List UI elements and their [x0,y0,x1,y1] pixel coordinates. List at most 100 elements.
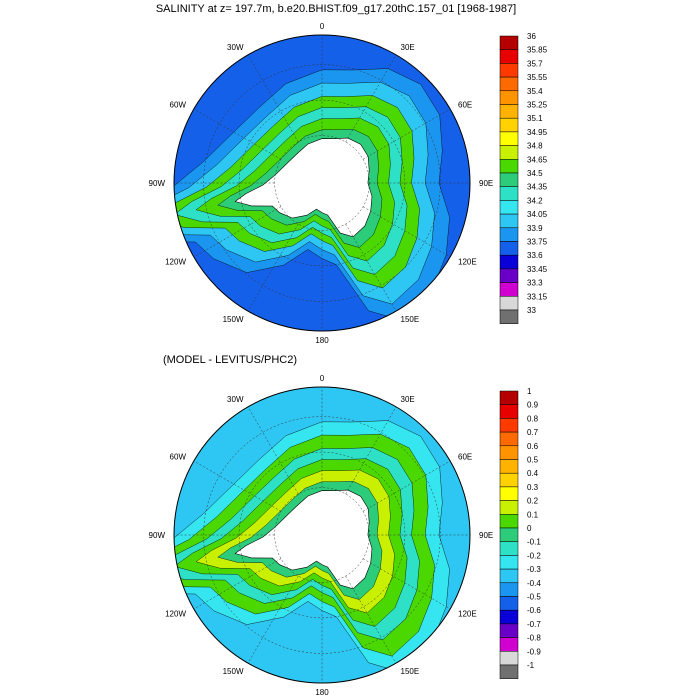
top-panel-title: SALINITY at z= 197.7m, b.e20.BHIST.f09_g… [156,3,516,15]
top-colorbar-swatch [499,159,519,174]
top-latitude-circle [238,99,406,267]
bottom-meridian [247,575,299,664]
bottom-meridian [362,558,451,610]
top-label-30e: 30E [401,43,415,52]
top-colorbar-label: 35.4 [527,87,543,96]
top-meridian [345,54,397,143]
bottom-colorbar-swatch [499,418,519,433]
bottom-antarctica-land [234,489,373,590]
bottom-colorbar-swatch [499,555,519,570]
top-colorbar-swatch [499,254,519,270]
bottom-label-150e: 150E [401,667,420,676]
top-meridian [362,108,451,160]
top-colorbar-swatch [499,76,519,92]
bottom-colorbar-swatch [499,609,519,625]
bottom-colorbar-label: -0.2 [527,551,541,560]
top-label-180: 180 [315,336,329,345]
top-colorbar-swatch [499,282,519,297]
bottom-colorbar-swatch [499,651,519,666]
bottom-colorbar-swatch [499,623,519,638]
bottom-meridian [247,406,299,495]
top-colorbar-label: 33.75 [527,238,548,247]
bottom-label-30e: 30E [401,395,415,404]
bottom-colorbar-label: 0.9 [527,401,539,410]
bottom-meridian [193,558,282,610]
bottom-label-150w: 150W [223,667,244,676]
bottom-colorbar-label: 1 [527,387,532,396]
top-colorbar-swatch [499,117,519,133]
bottom-colorbar-label: 0.3 [527,483,539,492]
top-colorbar-swatch [499,268,519,283]
top-colorbar-label: 35.85 [527,46,548,55]
bottom-meridian [345,406,397,495]
top-colorbar-label: 34.8 [527,142,543,151]
top-meridian [193,108,282,160]
bottom-colorbar-swatch [499,527,519,542]
top-colorbar-label: 35.7 [527,59,543,68]
top-colorbar-label: 34.35 [527,183,548,192]
top-label-60w: 60W [170,101,187,110]
top-colorbar-label: 33.45 [527,265,548,274]
bottom-colorbar-swatch [499,500,519,515]
bottom-label-30w: 30W [227,395,244,404]
top-colorbar-label: 33.3 [527,279,543,288]
bottom-colorbar-label: 0.6 [527,442,539,451]
top-colorbar-swatch [499,200,519,215]
top-colorbar-label: 33.9 [527,224,543,233]
top-label-30w: 30W [227,43,244,52]
bottom-label-90w: 90W [149,531,166,540]
bottom-colorbar-swatch [499,431,519,447]
top-latitude-circle [203,64,441,302]
bottom-colorbar-label: 0.5 [527,456,539,465]
top-label-60e: 60E [458,101,472,110]
bottom-meridian [362,460,451,512]
bottom-latitude-circle [203,416,441,654]
bottom-colorbar-label: -0.1 [527,538,541,547]
bottom-colorbar-label: 0.7 [527,428,539,437]
top-label-90w: 90W [149,179,166,188]
top-map-border [173,34,471,332]
bottom-label-90e: 90E [479,531,493,540]
bottom-colorbar-label: 0.1 [527,510,539,519]
top-colorbar-swatch [499,131,519,146]
bottom-label-0: 0 [320,374,325,383]
bottom-colorbar-label: -0.7 [527,620,541,629]
bottom-colorbar-swatch [499,404,519,419]
bottom-colorbar-swatch [499,568,519,584]
top-colorbar-swatch [499,63,519,78]
bottom-colorbar-label: -0.5 [527,593,541,602]
bottom-colorbar-label: -0.6 [527,606,541,615]
bottom-colorbar-swatch [499,514,519,529]
bottom-meridian [345,575,397,664]
bottom-colorbar-label: 0.4 [527,469,539,478]
top-colorbar-swatch [499,172,519,187]
top-colorbar-swatch [499,186,519,201]
bottom-colorbar-label: 0 [527,524,532,533]
top-meridian [193,206,282,258]
top-colorbar-label: 34.5 [527,169,543,178]
top-latitude-circle [274,135,370,231]
bottom-label-120w: 120W [165,610,186,619]
bottom-colorbar-label: 0.8 [527,414,539,423]
top-meridian [247,223,299,312]
top-label-0: 0 [320,22,325,31]
top-meridian [362,206,451,258]
bottom-colorbar-label: -1 [527,661,535,670]
bottom-colorbar: 1 0.9 0.8 0.7 0.6 0.5 0.4 0.3 0.2 0.1 0 -0.1 -0.2 -0.… [499,387,541,679]
bottom-panel-title: (MODEL - LEVITUS/PHC2) [163,354,297,366]
bottom-colorbar-label: -0.9 [527,647,541,656]
bottom-colorbar-swatch [499,596,519,611]
top-label-120e: 120E [458,258,477,267]
top-colorbar-swatch [499,145,519,160]
bottom-colorbar-label: -0.4 [527,579,541,588]
top-colorbar-swatch [499,309,519,324]
top-antarctica-land [234,137,373,238]
top-colorbar-swatch [499,213,519,229]
bottom-meridian [193,460,282,512]
top-colorbar-label: 35.55 [527,73,548,82]
top-colorbar-swatch [499,90,519,105]
bottom-colorbar-swatch [499,664,519,679]
top-colorbar-swatch [499,241,519,256]
bottom-colorbar-swatch [499,637,519,652]
